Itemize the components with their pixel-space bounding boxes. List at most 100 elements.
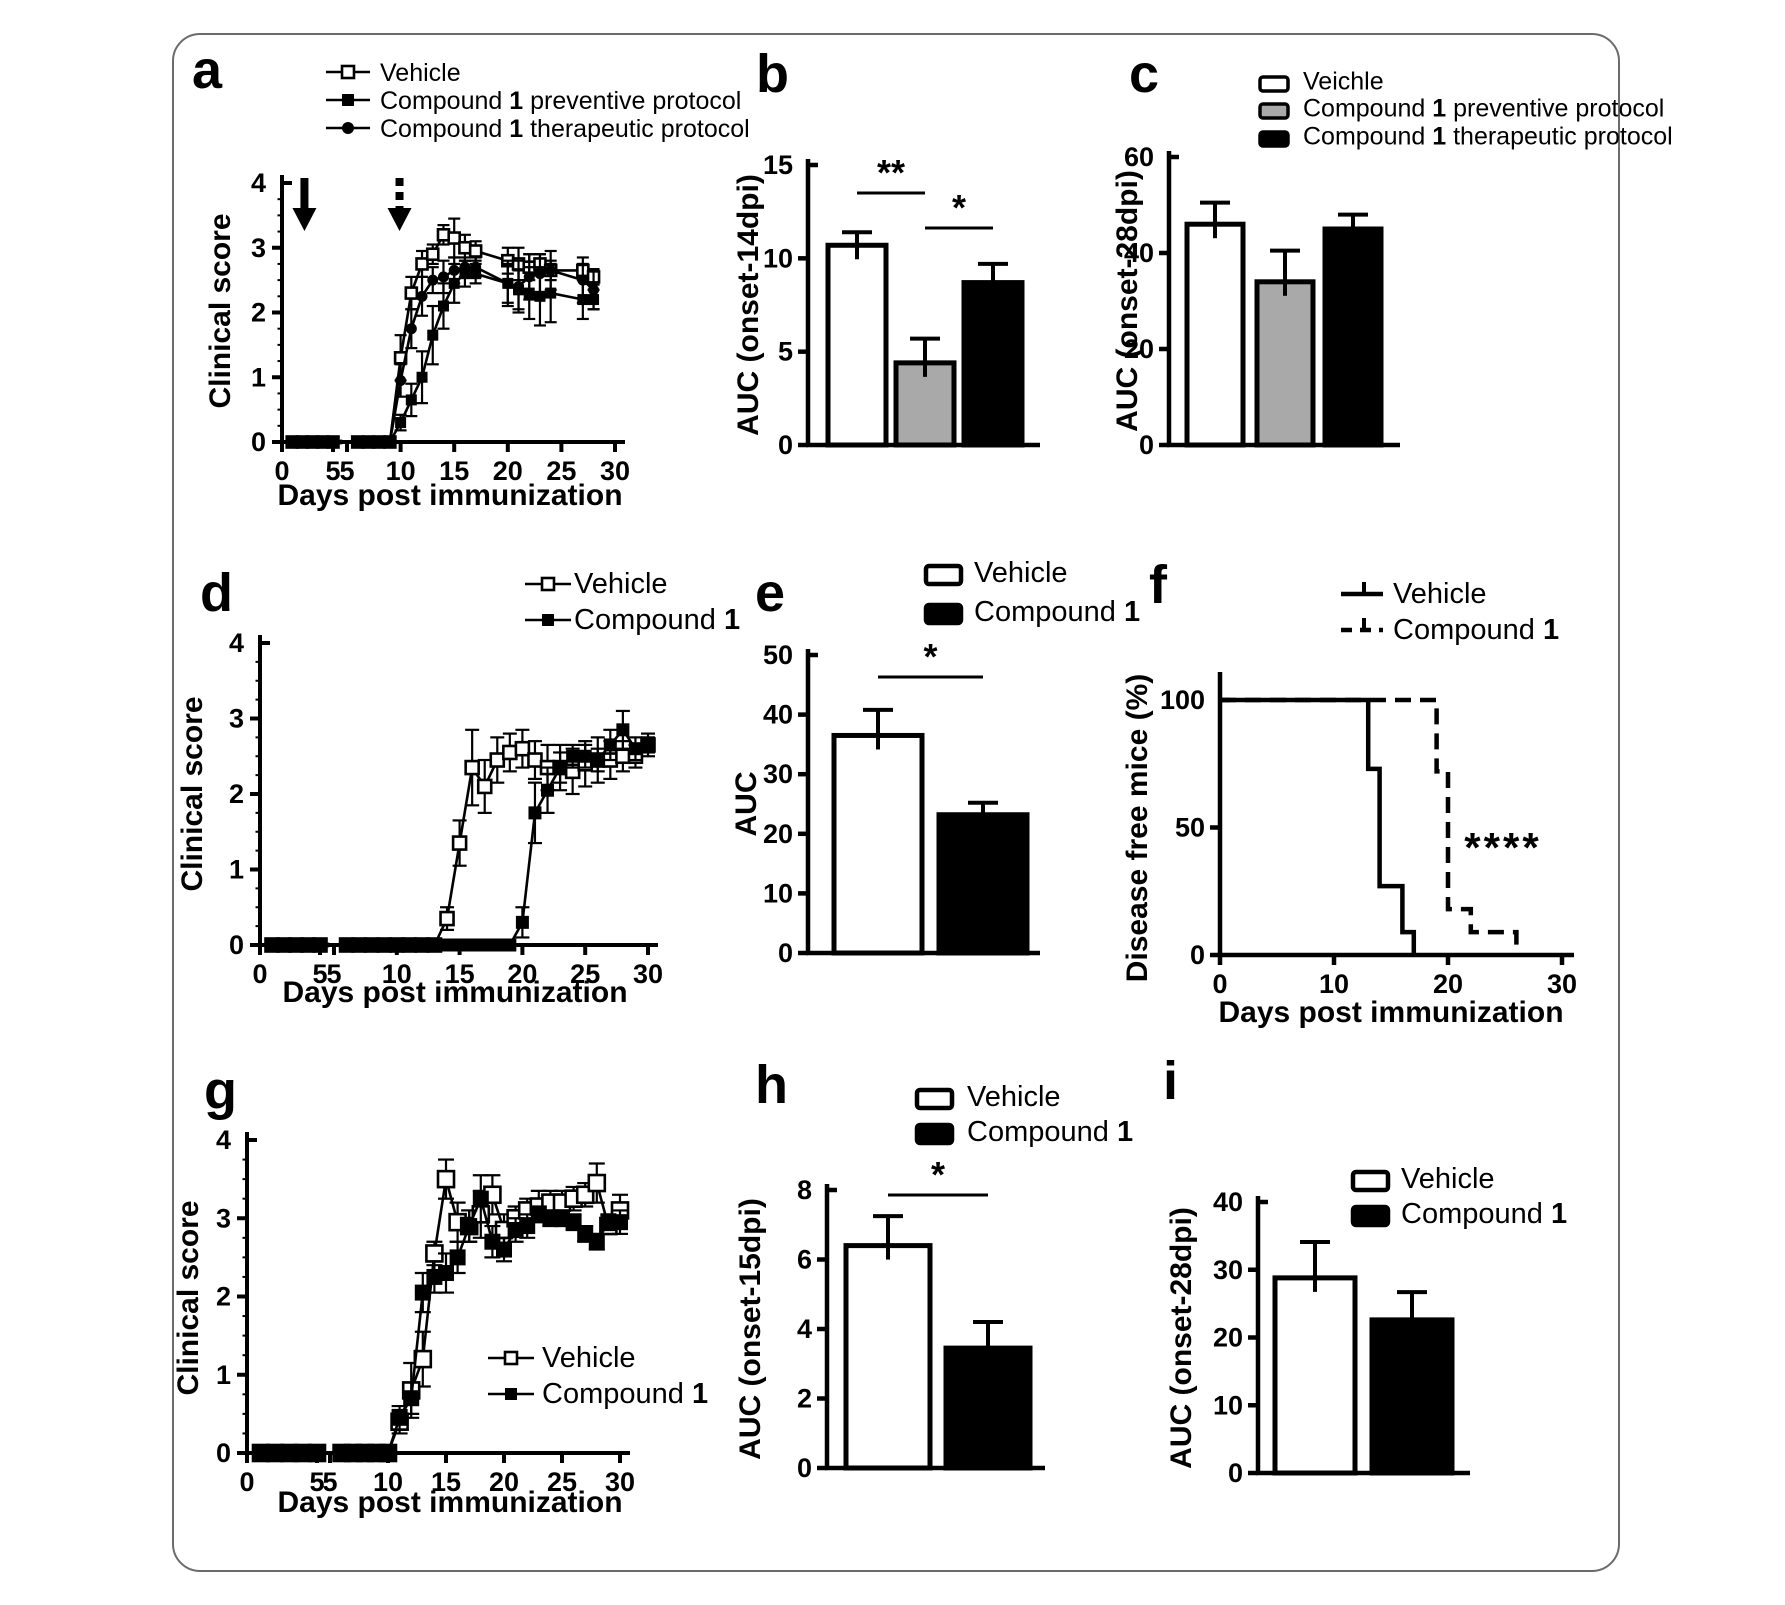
legend-label: Compound 1 bbox=[974, 596, 1140, 628]
tick-label: 2 bbox=[797, 1384, 812, 1414]
legend-label: Compound 1 bbox=[1393, 614, 1559, 646]
series-compound-1 bbox=[253, 1174, 628, 1461]
bar-vehicle bbox=[843, 1243, 933, 1471]
bar-compound-1-therapeutic-protocol bbox=[1322, 226, 1384, 448]
bars bbox=[1272, 1239, 1455, 1476]
filled-square-marker bbox=[352, 938, 366, 952]
filled-circle-marker bbox=[523, 271, 535, 283]
panel-b: b 0 5 10 15 AUC (onset-14dpi) ** * bbox=[732, 35, 1125, 515]
x-axis-label: Days post immunization bbox=[282, 976, 627, 1009]
filled-square-marker bbox=[295, 1445, 311, 1461]
panel-letter-g: g bbox=[204, 1061, 237, 1121]
tick-label: 0 bbox=[216, 1438, 231, 1468]
tick-label: 20 bbox=[507, 959, 537, 989]
tick-label: 100 bbox=[1160, 685, 1205, 715]
filled-circle-marker bbox=[545, 264, 557, 276]
tick-label: 0 bbox=[251, 427, 266, 457]
bar-compound-1-therapeutic-protocol bbox=[961, 280, 1025, 448]
legend-label: Veichle bbox=[1303, 67, 1384, 95]
tick-label: 10 bbox=[382, 959, 412, 989]
bar-compound-1 bbox=[943, 1345, 1033, 1471]
filled-circle-marker bbox=[286, 436, 298, 448]
tick-label: 0 bbox=[229, 930, 244, 960]
tick-label: 50 bbox=[763, 640, 793, 670]
x-axis-label: Days post immunization bbox=[277, 479, 622, 512]
legend-label: Compound 1 therapeutic protocol bbox=[380, 115, 750, 143]
filled-circle-marker bbox=[513, 281, 525, 293]
tick-label: 0 bbox=[778, 430, 793, 460]
open-square-marker bbox=[458, 240, 472, 255]
panel-g: g 0 5 5 10 15 20 25 30 0 1 2 3 4 Days post immunizati… bbox=[170, 1060, 740, 1605]
tick-label: 40 bbox=[1213, 1187, 1243, 1217]
error-bar bbox=[842, 230, 872, 260]
bar-compound-1-preventive-protocol bbox=[893, 360, 957, 448]
significance-stars: * bbox=[952, 187, 966, 228]
filled-circle-marker bbox=[373, 436, 385, 448]
open-square-marker bbox=[340, 64, 356, 80]
bars bbox=[831, 707, 1030, 956]
panel-letter-c: c bbox=[1129, 44, 1160, 104]
tick-label: 25 bbox=[547, 1467, 577, 1497]
tick-label: 5 bbox=[339, 456, 354, 486]
filled-circle-marker bbox=[395, 374, 407, 386]
tick-label: 3 bbox=[229, 704, 244, 734]
tick-label: 25 bbox=[570, 959, 600, 989]
error-bar bbox=[973, 1320, 1003, 1363]
open-square-marker bbox=[447, 231, 462, 245]
filled-square-marker bbox=[390, 938, 404, 952]
bar-veichle bbox=[1184, 221, 1246, 448]
panel-e-chart: 0 10 20 30 40 50 AUC * Vehicle Compound 1 bbox=[730, 557, 1140, 968]
error-bar bbox=[978, 261, 1008, 297]
tick-label: 15 bbox=[763, 150, 793, 180]
bar-compound-1 bbox=[936, 812, 1030, 956]
tick-label: 40 bbox=[1124, 238, 1154, 268]
tick-label: 20 bbox=[763, 819, 793, 849]
bars bbox=[825, 230, 1025, 448]
legend-swatch bbox=[914, 1087, 955, 1111]
legend-label: Compound 1 bbox=[967, 1116, 1133, 1148]
step-line bbox=[1220, 697, 1417, 955]
filled-square-marker bbox=[566, 749, 580, 763]
panel-letter-f: f bbox=[1149, 555, 1167, 615]
bar-compound-1-preventive-protocol bbox=[1254, 279, 1316, 448]
panel-h: h 0 2 4 6 8 AUC (onset-15dpi) * Vehicle Compound… bbox=[734, 1058, 1133, 1605]
figure-border bbox=[172, 33, 1620, 1572]
filled-square-marker bbox=[478, 938, 492, 952]
panel-f-chart: 0 10 20 30 0 50 100 Days post immunization Disea… bbox=[1121, 578, 1577, 1029]
bar-vehicle bbox=[825, 242, 889, 448]
filled-square-marker bbox=[578, 749, 592, 763]
filled-square-marker bbox=[496, 1241, 512, 1258]
error-bar bbox=[1200, 200, 1230, 239]
legend-swatch bbox=[1258, 75, 1290, 93]
filled-circle-marker bbox=[384, 436, 396, 448]
tick-label: 60 bbox=[1124, 142, 1154, 172]
panel-i-chart: 0 10 20 30 40 AUC (onset-28dpi) VehicleCompoun… bbox=[1165, 1163, 1567, 1488]
legend-label: Vehicle bbox=[1401, 1163, 1495, 1195]
panel-a: a 0 5 5 10 15 20 25 30 0 1 2 3 4 Days post immunizati… bbox=[170, 35, 750, 515]
panel-e: e 0 10 20 30 40 50 AUC * Vehicle Compound 1 bbox=[730, 550, 1140, 1060]
significance-stars: * bbox=[931, 1154, 945, 1195]
open-square-marker bbox=[615, 748, 631, 765]
tick-label: 4 bbox=[229, 628, 244, 658]
bars bbox=[843, 1214, 1033, 1471]
filled-circle-marker bbox=[317, 436, 329, 448]
tick-label: 10 bbox=[373, 1467, 403, 1497]
legend-swatch bbox=[923, 563, 964, 587]
filled-square-marker bbox=[427, 938, 441, 952]
panel-f: f 0 10 20 30 0 50 100 Days post immunization Dis… bbox=[1121, 550, 1620, 1060]
tick-label: 30 bbox=[605, 1467, 635, 1497]
filled-square-marker bbox=[438, 1265, 454, 1282]
filled-square-marker bbox=[437, 300, 449, 312]
y-axis-label: AUC (onset-28dpi) bbox=[1165, 1207, 1198, 1469]
open-square-marker bbox=[464, 759, 480, 776]
tick-label: 4 bbox=[251, 168, 266, 198]
legend-label: Compound 1 preventive protocol bbox=[1303, 94, 1664, 122]
x-axis-label: Days post immunization bbox=[1218, 996, 1563, 1029]
legend-swatch bbox=[1258, 130, 1290, 148]
panel-d-chart: 0 55 10 15 20 25 30 0 1 2 3 4 Days post immunization… bbox=[176, 568, 740, 1009]
error-bar bbox=[863, 707, 893, 750]
filled-square-marker bbox=[267, 1445, 283, 1461]
filled-circle-marker bbox=[577, 274, 589, 286]
